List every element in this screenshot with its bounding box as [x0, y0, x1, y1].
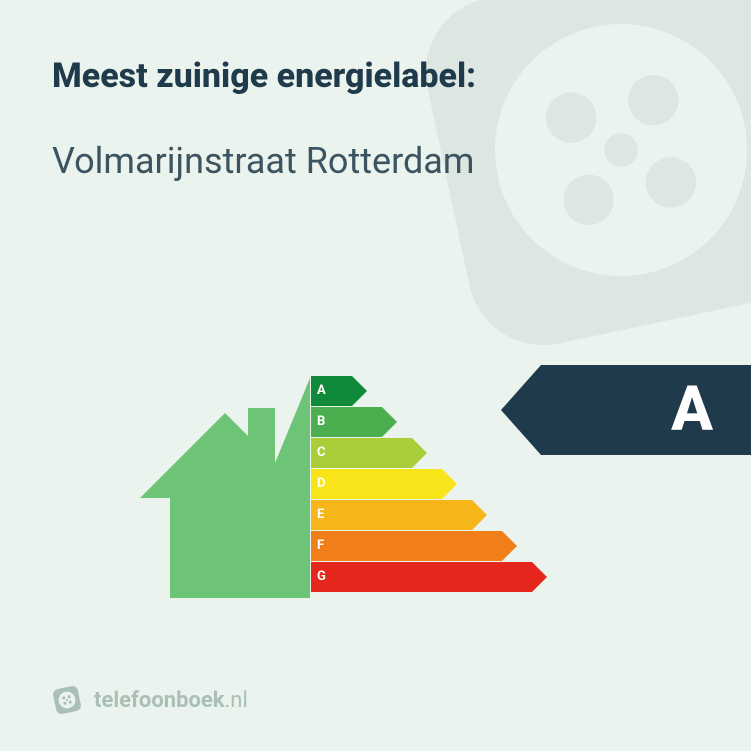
energy-bar-letter: E	[317, 500, 324, 530]
energy-bar-letter: B	[317, 407, 325, 437]
energy-bar-letter: D	[317, 469, 325, 499]
page-title: Meest zuinige energielabel:	[52, 56, 699, 96]
energy-bar-letter: C	[317, 438, 326, 468]
house-icon	[140, 378, 310, 598]
footer-brand-tld: .nl	[225, 688, 248, 713]
footer-logo-icon	[49, 682, 85, 718]
location-subtitle: Volmarijnstraat Rotterdam	[52, 140, 699, 182]
energy-bar-letter: F	[317, 531, 324, 561]
energy-bar-letter: G	[317, 562, 326, 592]
grade-badge: A	[501, 365, 751, 455]
footer: telefoonboek.nl	[52, 685, 248, 715]
footer-brand: telefoonboek.nl	[94, 688, 248, 713]
grade-letter: A	[671, 365, 713, 455]
footer-brand-name: telefoonboek	[94, 688, 225, 713]
energy-bar-letter: A	[317, 376, 326, 406]
content-area: Meest zuinige energielabel: Volmarijnstr…	[0, 0, 751, 182]
